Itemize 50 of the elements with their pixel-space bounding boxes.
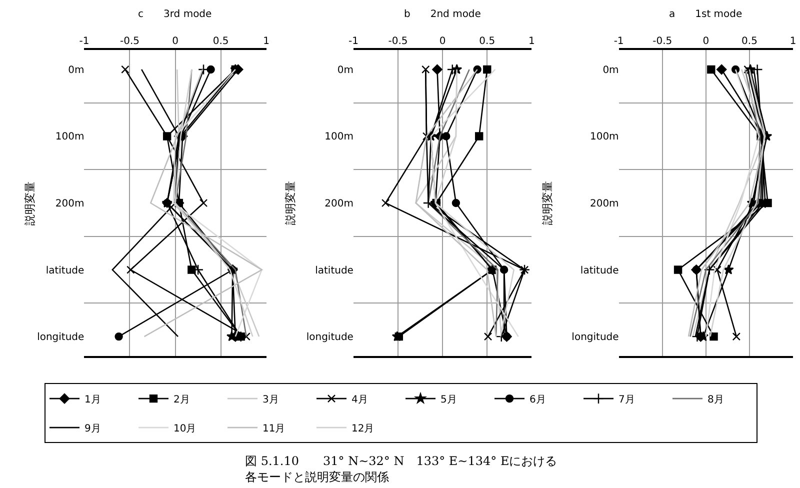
y-tick-label: 200m	[590, 198, 619, 210]
legend-label: 4月	[352, 394, 368, 406]
x-tick-label: 0.5	[212, 36, 229, 48]
legend-label: 3月	[262, 394, 279, 406]
legend-label: 11月	[262, 423, 286, 434]
y-tick-label: longitude	[572, 332, 619, 344]
y-axis-title: 説明変量	[23, 181, 36, 226]
y-tick-label: latitude	[315, 265, 354, 276]
x-tick-label: 0	[172, 36, 178, 48]
y-tick-label: 0m	[68, 64, 84, 76]
x-tick-label: -0.5	[388, 36, 408, 48]
legend-label: 10月	[174, 423, 196, 434]
x-tick-label: -1	[614, 36, 624, 48]
x-tick-label: -1	[79, 36, 90, 48]
y-axis-title: 説明変量	[540, 180, 554, 225]
x-tick-label: 1	[528, 36, 535, 48]
x-tick-label: 0.5	[742, 36, 758, 48]
x-tick-label: 0.5	[479, 36, 496, 48]
text: 各モードと説明変量の関係	[245, 470, 389, 484]
y-tick-label: 100m	[55, 132, 84, 143]
chart-title: a 1st mode	[669, 9, 742, 20]
x-tick-label: 0	[439, 36, 446, 48]
chart-title: b 2nd mode	[404, 9, 481, 20]
legend-label: 8月	[708, 394, 724, 406]
y-tick-label: 0m	[337, 64, 354, 76]
x-tick-label: 1	[263, 36, 270, 48]
y-tick-label: latitude	[46, 265, 84, 276]
y-tick-label: longitude	[306, 332, 354, 344]
legend-label: 12月	[352, 423, 374, 434]
x-tick-label: -1	[348, 36, 358, 48]
y-tick-label: 100m	[590, 132, 619, 143]
y-axis-title: 説明変量	[284, 181, 298, 226]
y-tick-label: 200m	[324, 198, 354, 210]
y-tick-label: 100m	[324, 132, 354, 143]
y-tick-label: 200m	[55, 198, 84, 210]
chart-title: c 3rd mode	[138, 9, 212, 20]
x-tick-label: 1	[790, 36, 796, 48]
x-tick-label: 0	[702, 36, 710, 48]
y-tick-label: longitude	[37, 332, 84, 344]
x-tick-label: -0.5	[652, 36, 672, 48]
y-tick-label: latitude	[580, 265, 619, 276]
legend-label: 7月	[618, 394, 635, 406]
legend-label: 1月	[84, 394, 101, 406]
caption: 図 5.1.10 31° N~32° N 133° E~134° Eにおける	[245, 454, 558, 468]
legend-label: 5月	[440, 394, 457, 406]
y-tick-label: 0m	[602, 64, 619, 76]
legend-label: 2月	[174, 394, 190, 406]
legend-label: 9月	[84, 423, 101, 434]
x-tick-label: -0.5	[120, 36, 140, 48]
legend-label: 6月	[530, 394, 546, 406]
